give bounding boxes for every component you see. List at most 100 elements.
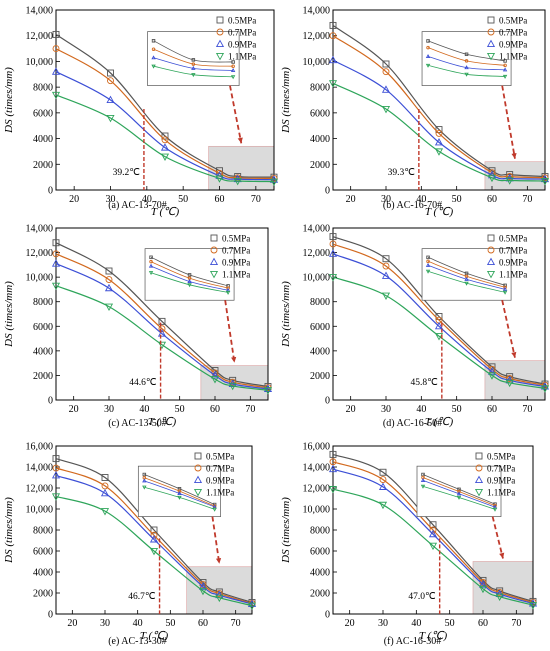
zoom-arrow bbox=[501, 85, 516, 159]
data-point bbox=[52, 239, 60, 247]
inset-point bbox=[151, 64, 156, 69]
legend-marker bbox=[487, 16, 495, 24]
x-tick-label: 20 bbox=[346, 194, 356, 205]
legend-label: 0.5MPa bbox=[499, 16, 527, 26]
data-point bbox=[381, 292, 391, 300]
data-point bbox=[505, 177, 514, 185]
data-point bbox=[506, 173, 514, 180]
data-point bbox=[101, 474, 109, 481]
inset-point bbox=[148, 263, 154, 268]
x-tick-label: 60 bbox=[215, 194, 225, 205]
y-tick-label: 10,000 bbox=[303, 57, 331, 68]
inset-point bbox=[191, 62, 196, 66]
critical-temp-label: 39.3℃ bbox=[388, 168, 416, 178]
chart-panel-5: 20 30 40 50 60 70 0 2000 4000 6000 8000 10,000 12,00… bbox=[3, 442, 257, 642]
data-point bbox=[105, 276, 113, 284]
legend-label: 0.5MPa bbox=[228, 16, 256, 26]
legend-marker bbox=[194, 452, 202, 460]
data-point bbox=[428, 542, 438, 551]
legend-label: 1.1MPa bbox=[228, 52, 256, 62]
inset-curve bbox=[422, 486, 496, 510]
zoom-arrow-head bbox=[511, 152, 517, 159]
y-tick-label: 12,000 bbox=[26, 484, 54, 495]
y-tick-label: 6000 bbox=[310, 547, 330, 558]
plot-frame bbox=[332, 9, 546, 191]
data-point bbox=[382, 262, 390, 270]
data-point bbox=[328, 80, 338, 88]
data-point bbox=[382, 60, 390, 68]
data-point bbox=[158, 317, 166, 325]
fit-curve-0.5MPa bbox=[55, 458, 253, 604]
data-point bbox=[328, 55, 338, 64]
zoom-arrow-head bbox=[499, 552, 505, 559]
x-tick-label: 40 bbox=[416, 194, 426, 205]
inset-point bbox=[420, 484, 426, 489]
y-tick-label: 2000 bbox=[33, 589, 53, 600]
data-point bbox=[328, 274, 338, 282]
data-point bbox=[160, 143, 170, 151]
y-tick-label: 12,000 bbox=[303, 31, 331, 42]
x-tick-label: 40 bbox=[133, 618, 143, 629]
data-point bbox=[505, 379, 514, 388]
x-tick-label: 70 bbox=[522, 404, 532, 415]
inset-curve bbox=[427, 40, 506, 62]
x-tick-label: 50 bbox=[178, 194, 188, 205]
legend-marker bbox=[193, 489, 203, 497]
inset-curve bbox=[144, 477, 215, 507]
inset-curve bbox=[422, 480, 496, 508]
plot-frame bbox=[332, 227, 546, 401]
legend-label: 0.7MPa bbox=[499, 246, 527, 256]
inset-curve bbox=[144, 474, 215, 505]
y-tick-label: 14,000 bbox=[26, 224, 54, 235]
x-tick-label: 40 bbox=[411, 618, 421, 629]
x-tick-label: 60 bbox=[210, 404, 220, 415]
data-point bbox=[158, 325, 166, 333]
y-tick-label: 4000 bbox=[33, 568, 53, 579]
legend-marker bbox=[486, 53, 496, 61]
legend-marker bbox=[215, 53, 225, 61]
y-tick-label: 2000 bbox=[33, 160, 53, 171]
y-tick-label: 6000 bbox=[310, 322, 330, 333]
y-tick-label: 2000 bbox=[310, 371, 330, 382]
data-point bbox=[210, 376, 220, 384]
data-point bbox=[329, 21, 337, 29]
inset-point bbox=[464, 52, 469, 57]
data-point bbox=[104, 303, 114, 312]
panel-label-b: (b) AC-16-70# bbox=[382, 200, 443, 211]
y-tick-label: 12,000 bbox=[26, 31, 54, 42]
y-tick-label: 14,000 bbox=[303, 224, 331, 235]
data-point bbox=[434, 148, 444, 156]
inset-point bbox=[191, 73, 196, 78]
x-axis-label: T (℃) bbox=[148, 416, 177, 428]
inset-point bbox=[426, 259, 430, 264]
inset-point bbox=[502, 286, 508, 291]
inset-point bbox=[151, 39, 156, 43]
y-tick-label: 10,000 bbox=[26, 57, 54, 68]
x-tick-label: 60 bbox=[198, 618, 208, 629]
y-tick-label: 4000 bbox=[33, 346, 53, 357]
data-point bbox=[107, 69, 114, 77]
legend-label: 0.5MPa bbox=[487, 452, 515, 462]
data-point bbox=[435, 129, 443, 137]
legend-label: 0.7MPa bbox=[206, 464, 234, 474]
legend-marker bbox=[194, 464, 202, 472]
y-tick-label: 0 bbox=[48, 396, 53, 407]
x-tick-label: 70 bbox=[511, 618, 521, 629]
legend-label: 0.5MPa bbox=[222, 234, 250, 244]
inset-point bbox=[187, 279, 192, 284]
y-tick-label: 8000 bbox=[310, 526, 330, 537]
zoom-arrow bbox=[229, 85, 243, 144]
legend-marker bbox=[475, 464, 483, 472]
inset-point bbox=[503, 59, 507, 63]
data-point bbox=[51, 282, 61, 291]
data-point bbox=[160, 153, 170, 161]
data-point bbox=[478, 585, 488, 594]
y-tick-label: 8000 bbox=[33, 297, 53, 308]
data-point bbox=[149, 548, 159, 556]
data-point bbox=[378, 482, 388, 490]
y-tick-label: 0 bbox=[48, 186, 53, 197]
x-tick-label: 60 bbox=[487, 404, 497, 415]
legend-label: 0.7MPa bbox=[228, 28, 256, 38]
y-axis-label: DS (times/mm) bbox=[3, 67, 15, 134]
data-point bbox=[107, 77, 114, 85]
